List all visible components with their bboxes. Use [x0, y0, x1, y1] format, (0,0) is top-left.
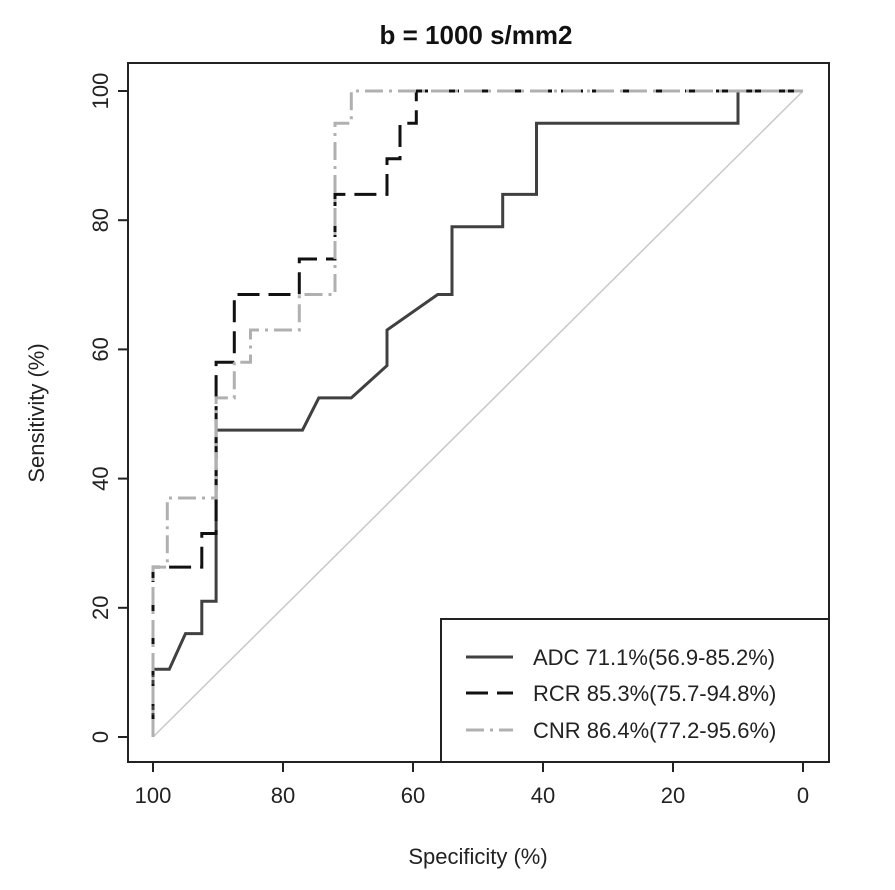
legend-box: [440, 618, 830, 763]
series-group: [151, 89, 803, 737]
chart-title: b = 1000 s/mm2: [380, 20, 573, 50]
series-line-adc: [151, 89, 803, 737]
x-tick-label-0: 0: [797, 783, 809, 808]
x-tick-label-60: 60: [401, 783, 425, 808]
series-line-rcr: [151, 89, 803, 737]
series-line-cnr: [151, 89, 803, 737]
x-tick-label-80: 80: [271, 783, 295, 808]
axes-group: 100 80 60 40 20 0 0 20 40 60 80 100: [88, 73, 809, 808]
reference-diagonal-line: [152, 90, 804, 738]
y-tick-label-40: 40: [88, 466, 113, 490]
y-tick-label-20: 20: [88, 596, 113, 620]
x-axis-label: Specificity (%): [408, 844, 547, 869]
y-axis-label: Sensitivity (%): [24, 343, 49, 482]
legend-label-cnr: CNR 86.4%(77.2-95.6%): [533, 718, 776, 743]
y-tick-label-0: 0: [88, 731, 113, 743]
reference-line-group: [152, 90, 804, 738]
y-tick-label-60: 60: [88, 337, 113, 361]
x-tick-label-40: 40: [531, 783, 555, 808]
x-tick-label-100: 100: [135, 783, 172, 808]
x-tick-label-20: 20: [661, 783, 685, 808]
legend: ADC 71.1%(56.9-85.2%) RCR 85.3%(75.7-94.8…: [440, 618, 830, 763]
y-tick-label-80: 80: [88, 208, 113, 232]
legend-label-rcr: RCR 85.3%(75.7-94.8%): [533, 681, 776, 706]
y-tick-label-100: 100: [88, 73, 113, 110]
legend-label-adc: ADC 71.1%(56.9-85.2%): [533, 645, 775, 670]
